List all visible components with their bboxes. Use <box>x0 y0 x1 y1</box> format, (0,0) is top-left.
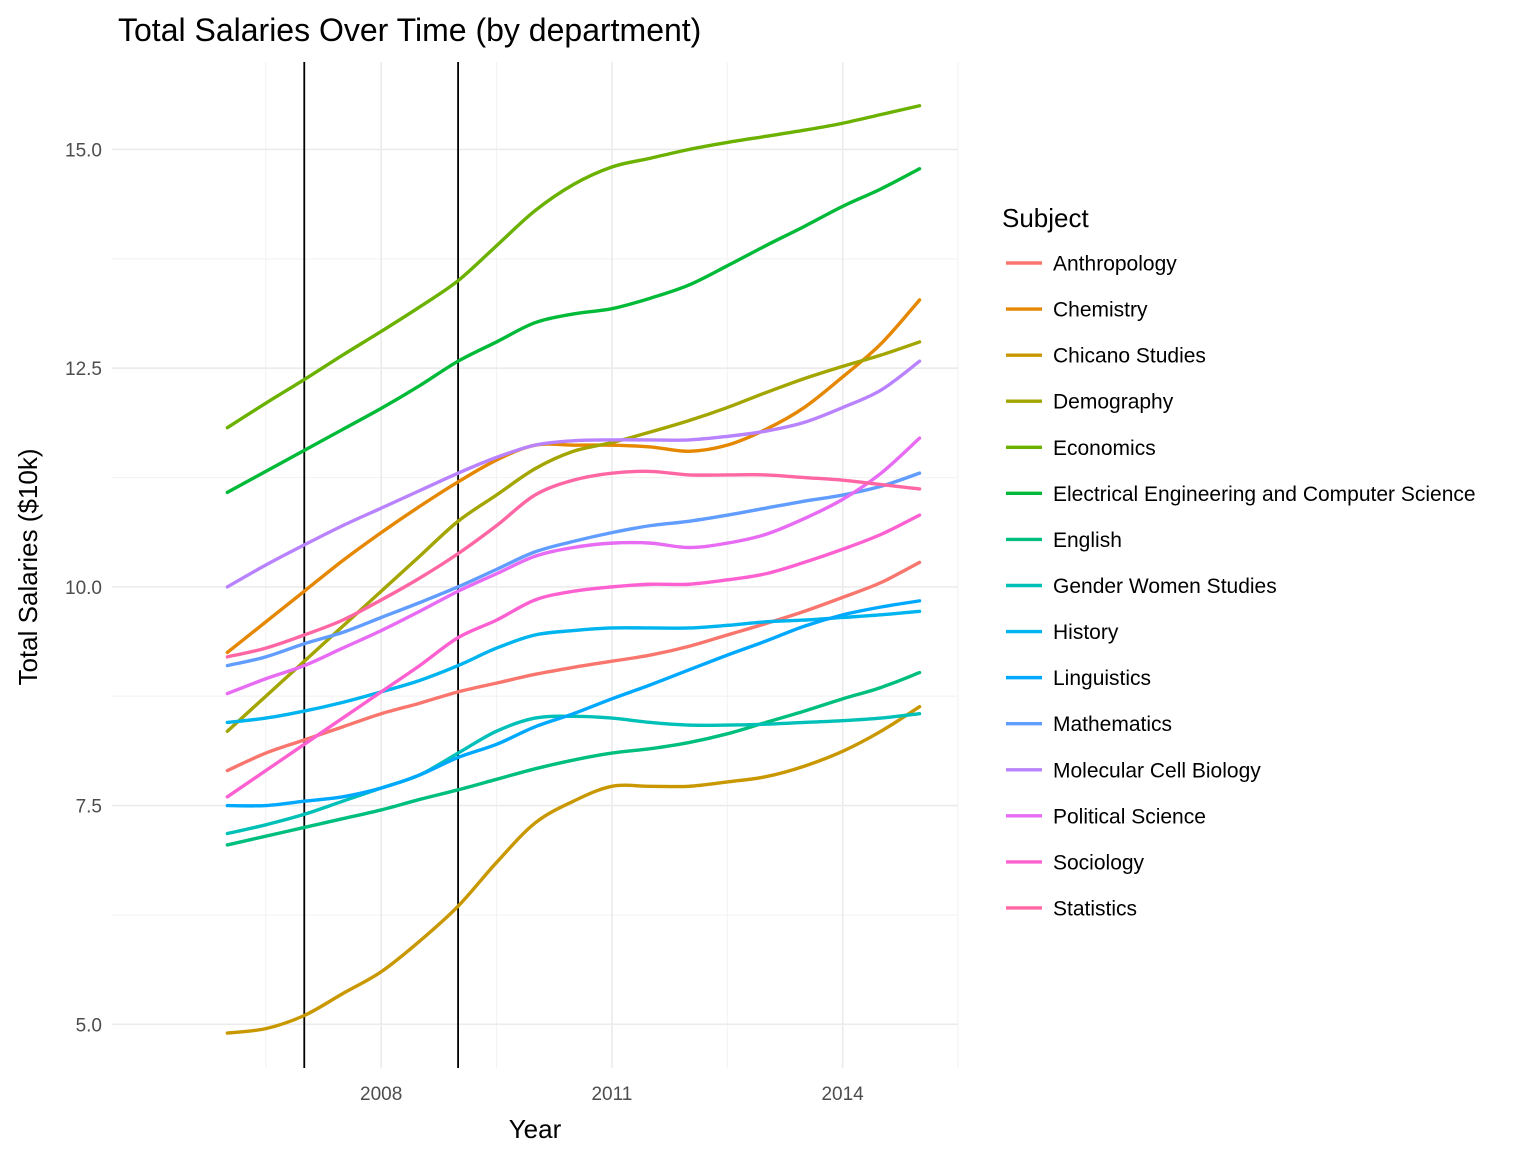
legend-label-history: History <box>1053 621 1119 644</box>
legend-label-molecular-cell-biology: Molecular Cell Biology <box>1053 759 1261 782</box>
legend-label-chemistry: Chemistry <box>1053 299 1148 322</box>
x-tick-label: 2014 <box>821 1084 864 1105</box>
plot-panel <box>112 62 959 1068</box>
major-gridlines-x <box>380 62 844 1068</box>
legend-label-linguistics: Linguistics <box>1053 667 1151 690</box>
legend: Subject Anthropology Chemistry Chicano Stu… <box>1002 203 1476 920</box>
legend-title: Subject <box>1002 203 1089 233</box>
series-line-sociology <box>225 513 922 799</box>
series-line-chicano-studies <box>225 705 922 1035</box>
legend-label-statistics: Statistics <box>1053 897 1137 920</box>
x-axis-tick-labels: 2008 2011 2014 <box>360 1084 864 1105</box>
reference-vertical-lines <box>303 62 459 1068</box>
series-line-english <box>225 670 922 847</box>
legend-label-mathematics: Mathematics <box>1053 713 1172 736</box>
series-line-political-science <box>225 436 922 696</box>
chart-title: Total Salaries Over Time (by department) <box>118 12 701 48</box>
legend-label-electrical-engineering-and-computer-science: Electrical Engineering and Computer Scie… <box>1053 483 1476 506</box>
series-line-chemistry <box>225 298 922 655</box>
legend-label-gender-women-studies: Gender Women Studies <box>1053 575 1277 598</box>
legend-label-anthropology: Anthropology <box>1053 253 1177 276</box>
series-line-history <box>225 609 922 725</box>
legend-label-chicano-studies: Chicano Studies <box>1053 345 1206 368</box>
legend-label-economics: Economics <box>1053 437 1156 460</box>
series-line-electrical-engineering-and-computer-science <box>225 167 922 495</box>
legend-items: Anthropology Chemistry Chicano Studies Demo… <box>1006 253 1476 920</box>
y-tick-label: 10.0 <box>65 578 102 599</box>
legend-label-english: English <box>1053 529 1122 552</box>
x-tick-label: 2008 <box>360 1084 402 1105</box>
y-tick-label: 12.5 <box>65 359 102 380</box>
y-tick-label: 5.0 <box>76 1015 102 1036</box>
series-line-linguistics <box>225 599 922 808</box>
series-line-statistics <box>225 469 922 659</box>
y-tick-label: 7.5 <box>76 797 102 818</box>
x-tick-label: 2011 <box>591 1084 632 1105</box>
series-line-demography <box>225 340 922 733</box>
major-gridlines-y <box>112 148 958 1026</box>
y-tick-label: 15.0 <box>65 140 102 161</box>
legend-label-political-science: Political Science <box>1053 805 1206 828</box>
series-line-mathematics <box>225 471 922 668</box>
legend-label-sociology: Sociology <box>1053 851 1145 874</box>
series-line-gender-women-studies <box>225 712 922 836</box>
y-axis-title: Total Salaries ($10k) <box>13 449 43 686</box>
y-axis-tick-labels: 5.0 7.5 10.0 12.5 15.0 <box>65 140 102 1036</box>
legend-label-demography: Demography <box>1053 391 1174 414</box>
series-line-anthropology <box>225 560 922 773</box>
series-lines <box>225 104 922 1035</box>
series-line-economics <box>225 104 922 430</box>
x-axis-title: Year <box>509 1114 562 1144</box>
series-line-molecular-cell-biology <box>225 359 922 589</box>
